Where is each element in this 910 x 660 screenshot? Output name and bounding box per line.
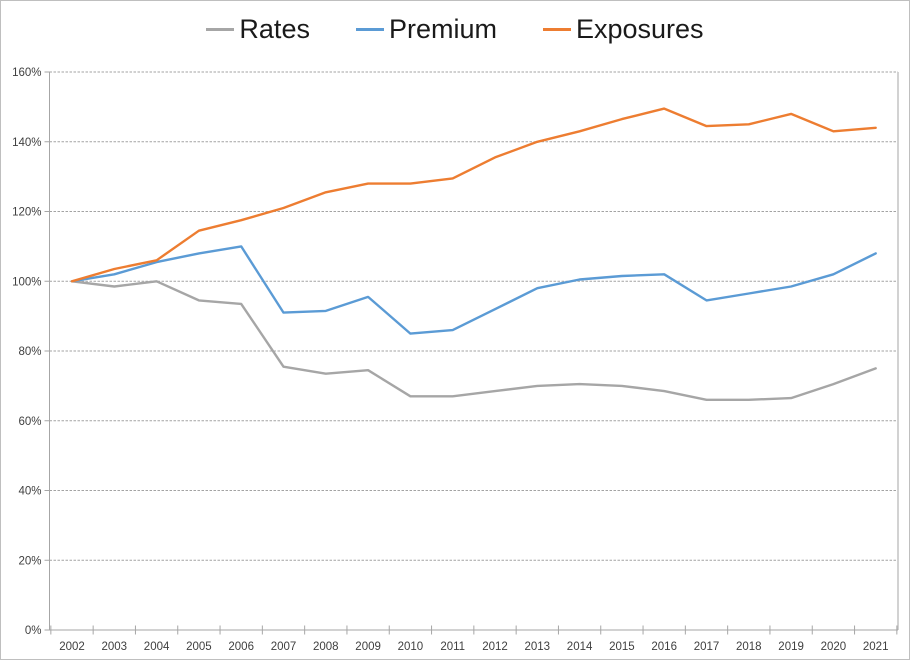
x-tick-label: 2003 [102,641,128,653]
x-tick-label: 2006 [228,641,254,653]
x-tick-label: 2012 [482,641,508,653]
x-tick-label: 2021 [863,641,889,653]
y-tick-label: 60% [18,416,41,428]
legend-line-swatch-icon [206,27,235,31]
y-tick-label: 120% [12,207,41,219]
x-tick-label: 2016 [651,641,677,653]
x-tick-label: 2020 [821,641,847,653]
x-tick-label: 2004 [144,641,170,653]
y-tick-label: 80% [18,346,41,358]
x-tick-label: 2015 [609,641,635,653]
x-tick-label: 2008 [313,641,339,653]
y-tick-label: 40% [18,486,41,498]
legend: Rates Premium Exposures [1,1,909,57]
series-line-rates [70,280,877,401]
y-tick-label: 100% [12,276,41,288]
x-tick-label: 2019 [778,641,804,653]
x-tick-label: 2018 [736,641,762,653]
y-tick-label: 20% [18,555,41,567]
legend-label: Exposures [575,13,704,44]
series-line-exposures [70,107,877,283]
x-tick-label: 2013 [525,641,551,653]
y-tick-label: 160% [12,67,41,79]
legend-label: Premium [388,13,497,44]
y-tick-label: 140% [12,137,41,149]
legend-line-swatch-icon [542,27,571,31]
legend-item-rates: Rates [206,13,310,44]
x-tick-label: 2005 [186,641,212,653]
x-tick-label: 2002 [59,641,85,653]
x-tick-label: 2011 [440,641,465,653]
x-tick-label: 2010 [398,641,424,653]
y-tick-label: 0% [25,625,42,637]
series-line-premium [70,245,877,335]
x-tick-label: 2007 [271,641,297,653]
legend-item-exposures: Exposures [542,13,704,44]
legend-line-swatch-icon [355,27,384,31]
legend-item-premium: Premium [355,13,497,44]
x-tick-label: 2009 [355,641,381,653]
legend-label: Rates [239,13,310,44]
x-tick-label: 2017 [694,641,720,653]
x-tick-label: 2014 [567,641,593,653]
